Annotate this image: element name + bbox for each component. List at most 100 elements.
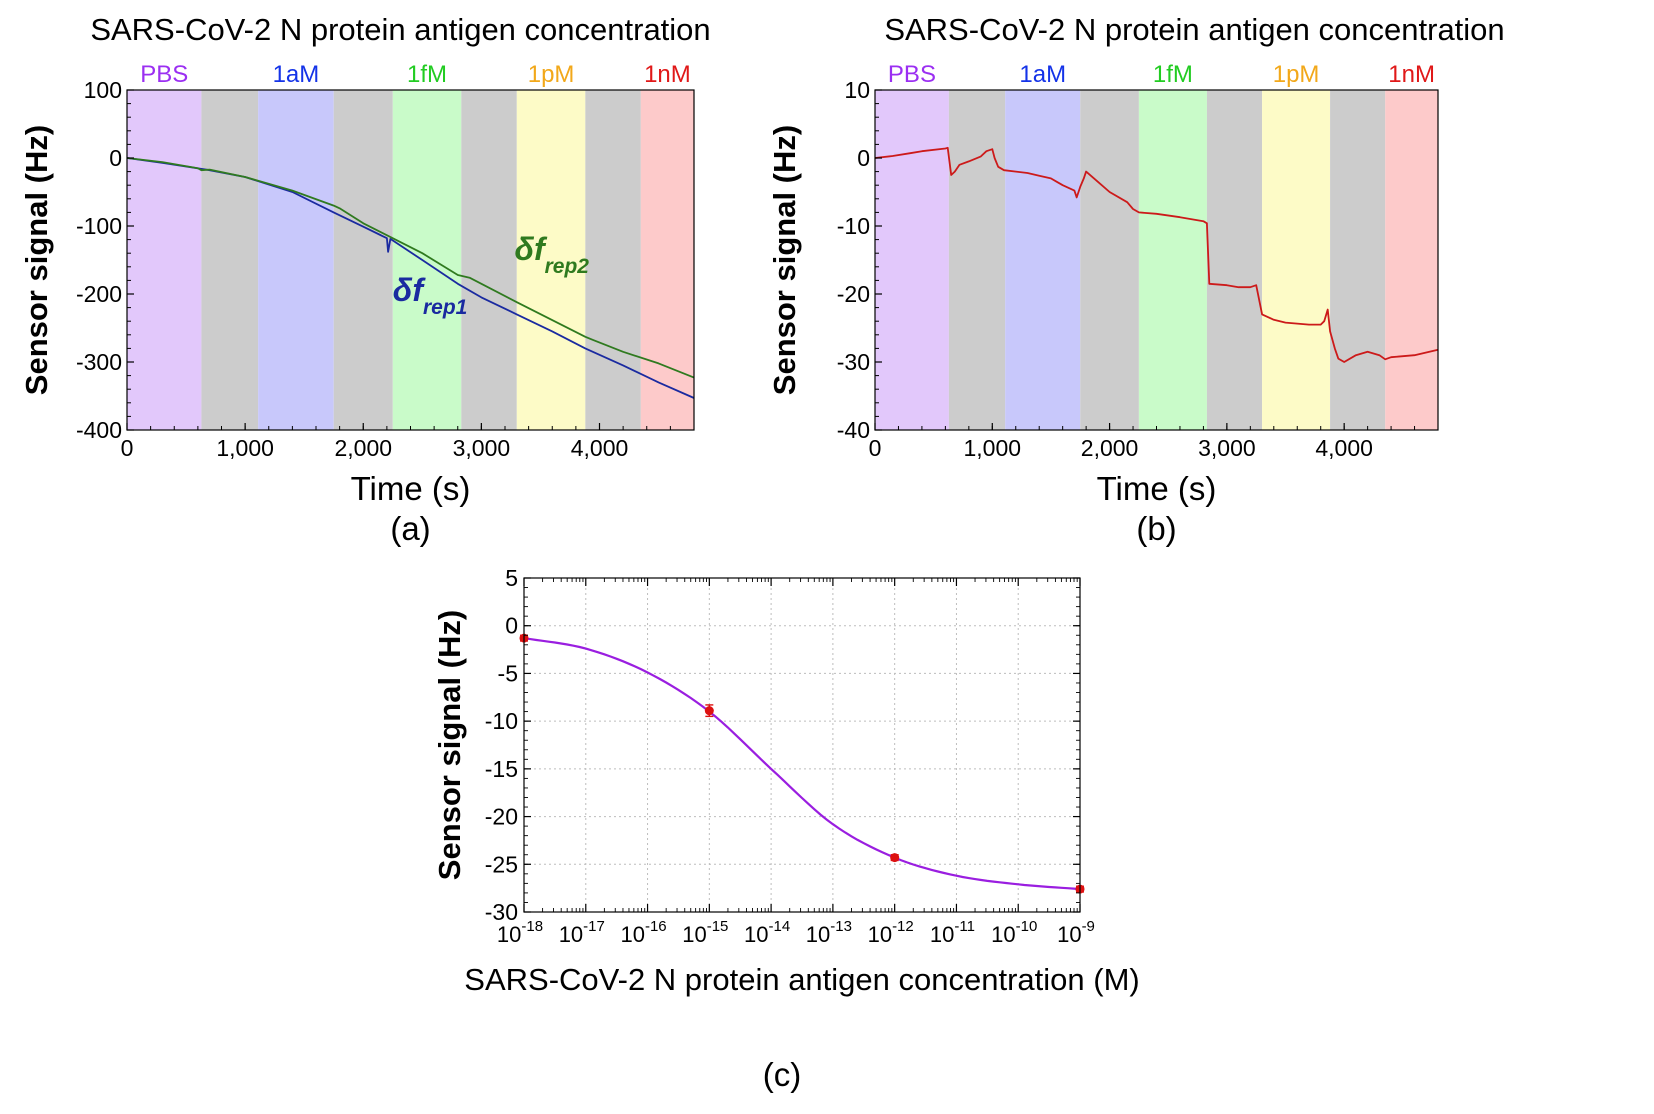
chart-title: SARS-CoV-2 N protein antigen concentrati… <box>90 12 710 47</box>
y-tick-label: -300 <box>76 349 122 375</box>
y-tick-label: 5 <box>505 565 518 591</box>
phase-band-1nm <box>640 90 694 430</box>
x-tick-label: 10-14 <box>744 918 790 947</box>
y-tick-label: -25 <box>485 851 518 877</box>
y-tick-label: -10 <box>485 708 518 734</box>
x-tick-base: 10 <box>868 922 892 947</box>
rep2-annotation-sub: rep2 <box>545 255 590 278</box>
x-tick-label: 10-12 <box>868 918 914 947</box>
series-group <box>126 157 695 399</box>
y-tick-label: -100 <box>76 213 122 239</box>
phase-band-buffer <box>201 90 259 430</box>
axes: 10-18 10-17 10-16 10-15 10-14 10-13 10-12 10-11… <box>485 565 1095 947</box>
x-tick-exponent: -12 <box>892 918 914 935</box>
x-tick-label: 0 <box>869 435 882 461</box>
fit-curve-group <box>523 637 1081 891</box>
x-tick-label: 4,000 <box>1315 435 1373 461</box>
x-tick-exponent: -17 <box>583 918 605 935</box>
y-tick-label: 0 <box>857 145 870 171</box>
x-tick-label: 2,000 <box>334 435 392 461</box>
x-tick-label: 10-15 <box>682 918 728 947</box>
x-tick-label: 10-18 <box>497 918 543 947</box>
x-tick-exponent: -18 <box>521 918 543 935</box>
rep2-annotation-main: δf <box>514 231 548 267</box>
series-line-0 <box>874 146 1439 363</box>
phase-band-buffer <box>333 90 393 430</box>
phase-label-pbs: PBS <box>140 61 188 88</box>
chart-panel-a: PBS 1aM 1fM 1pM 1nM 0 1,000 2,000 3,000 4,000 -40… <box>19 12 711 547</box>
series-annotation-rep2: δfrep2 <box>514 231 589 278</box>
y-tick-label: -30 <box>485 899 518 925</box>
x-tick-base: 10 <box>1057 922 1081 947</box>
rep1-annotation-main: δf <box>393 272 427 308</box>
series-group <box>874 146 1439 363</box>
x-tick-base: 10 <box>497 922 521 947</box>
phase-label-1nm: 1nM <box>1388 61 1435 88</box>
axes: 0 1,000 2,000 3,000 4,000 -400 -300 -200 -100 0 10… <box>76 77 695 461</box>
y-tick-label: -15 <box>485 756 518 782</box>
phase-labels: PBS 1aM 1fM 1pM 1nM <box>888 61 1435 88</box>
phase-band-1pm <box>516 90 586 430</box>
phase-band-1nm <box>1385 90 1438 430</box>
x-axis-label: Time (s) <box>1097 470 1217 507</box>
y-tick-label: -400 <box>76 417 122 443</box>
phase-band-buffer <box>948 90 1006 430</box>
x-tick-base: 10 <box>991 922 1015 947</box>
y-axis-label: Sensor signal (Hz) <box>432 610 467 880</box>
data-point <box>704 706 714 716</box>
panel-label-c: (c) <box>763 1056 801 1093</box>
chart-panel-c: 10-18 10-17 10-16 10-15 10-14 10-13 10-12 10-11… <box>432 565 1140 1093</box>
grid-lines <box>523 577 1081 913</box>
y-tick-label: -30 <box>837 349 870 375</box>
phase-band-buffer <box>1206 90 1263 430</box>
x-tick-exponent: -13 <box>830 918 852 935</box>
series-line-f-rep2 <box>126 157 695 379</box>
x-tick-base: 10 <box>620 922 644 947</box>
x-tick-exponent: -16 <box>645 918 667 935</box>
phase-band-1fm <box>1138 90 1207 430</box>
x-tick-label: 3,000 <box>1198 435 1256 461</box>
data-point <box>890 853 900 863</box>
phase-band-buffer <box>1330 90 1386 430</box>
x-tick-base: 10 <box>806 922 830 947</box>
x-tick-label: 10-13 <box>806 918 852 947</box>
x-tick-label: 10-10 <box>991 918 1037 947</box>
y-axis-label: Sensor signal (Hz) <box>767 125 802 395</box>
phase-label-pbs: PBS <box>888 61 936 88</box>
y-tick-label: 100 <box>84 77 122 103</box>
x-axis-label: SARS-CoV-2 N protein antigen concentrati… <box>464 962 1139 997</box>
x-tick-base: 10 <box>930 922 954 947</box>
phase-band-1am <box>258 90 334 430</box>
phase-label-1pm: 1pM <box>528 61 575 88</box>
x-tick-base: 10 <box>559 922 583 947</box>
x-tick-base: 10 <box>744 922 768 947</box>
axes: 0 1,000 2,000 3,000 4,000 -40 -30 -20 -10 0 10 <box>837 77 1439 461</box>
y-tick-label: -20 <box>485 804 518 830</box>
phase-band-pbs <box>875 90 949 430</box>
phase-label-1nm: 1nM <box>644 61 691 88</box>
x-tick-label: 1,000 <box>964 435 1022 461</box>
x-tick-label: 3,000 <box>453 435 511 461</box>
x-tick-label: 10-17 <box>559 918 605 947</box>
y-tick-label: -20 <box>837 281 870 307</box>
x-tick-base: 10 <box>682 922 706 947</box>
phase-label-1pm: 1pM <box>1273 61 1320 88</box>
y-tick-label: -10 <box>837 213 870 239</box>
x-tick-exponent: -15 <box>707 918 729 935</box>
plot-frame <box>523 577 1081 913</box>
x-tick-label: 10-16 <box>620 918 666 947</box>
x-tick-label: 1,000 <box>216 435 274 461</box>
x-tick-exponent: -9 <box>1082 918 1095 935</box>
phase-label-1am: 1aM <box>273 61 320 88</box>
x-tick-exponent: -10 <box>1016 918 1038 935</box>
x-tick-label: 4,000 <box>571 435 629 461</box>
phase-label-1fm: 1fM <box>407 61 447 88</box>
chart-panel-b: PBS 1aM 1fM 1pM 1nM 0 1,000 2,000 3,000 4,000 -40… <box>767 12 1505 547</box>
phase-bands <box>875 90 1438 430</box>
x-tick-label: 10-9 <box>1057 918 1095 947</box>
data-points-group <box>519 633 1085 894</box>
x-tick-label: 10-11 <box>930 918 975 947</box>
x-tick-label: 2,000 <box>1081 435 1139 461</box>
y-tick-label: -40 <box>837 417 870 443</box>
phase-band-1pm <box>1262 90 1331 430</box>
